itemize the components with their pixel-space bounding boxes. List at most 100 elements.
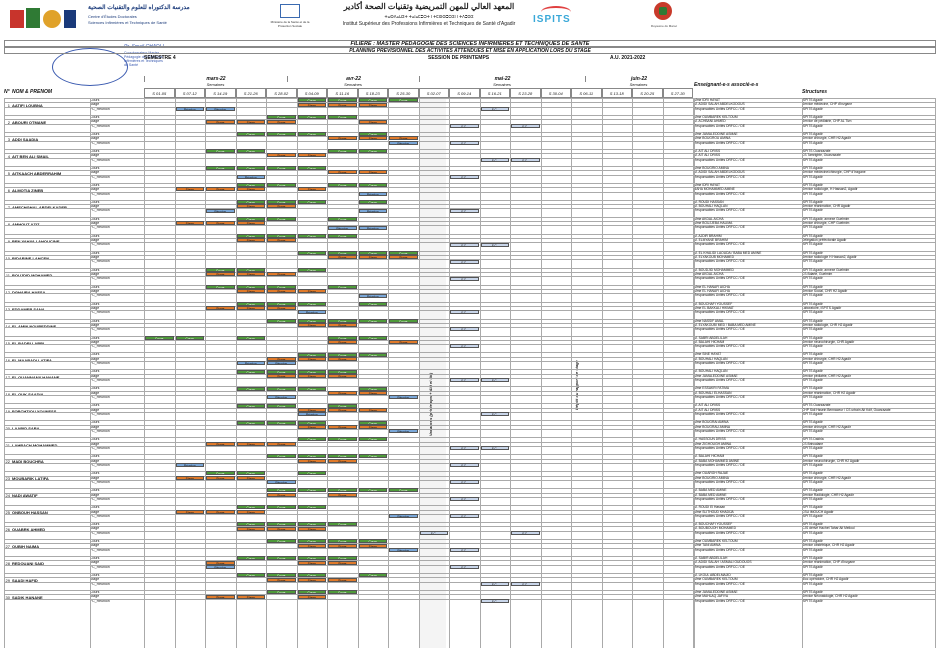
structure-name: Service obstétrique, CHR H2 Agadir [802, 543, 855, 548]
structure-name: ISPITS Agadir [802, 412, 823, 417]
student-number: 25 [5, 510, 10, 516]
schedule-cell-stage: Stage [206, 187, 235, 192]
associated-teacher: Responsables Unités DRFCC / DE [694, 106, 745, 111]
structure-name: ISPITS Agadir [802, 420, 823, 425]
row-kind-label: Cours [90, 335, 100, 340]
schedule-cell-stage: Stage [297, 594, 326, 599]
schedule-cell-fc: F.C. [450, 259, 479, 264]
schedule-cell-cours: Cours [297, 98, 326, 103]
schedule-cell-stage: Stage [206, 594, 235, 599]
structure-name: ISPITS Agadir [802, 318, 823, 323]
structure-name: Service réanimation, CHR H2 Agadir [802, 390, 856, 395]
student-number: 22 [5, 459, 10, 465]
student-name: REDOUANI SAID [12, 561, 45, 567]
structure-name: Délégation préfectorale Agadir [802, 238, 847, 243]
associated-teacher: Responsables Unités DRFCC / DE [694, 530, 745, 535]
schedule-cell-stage: Stage [358, 170, 387, 175]
associated-teacher: Mme BOUGRAI AMINA [694, 420, 729, 425]
schedule-cell-cours: Cours [267, 216, 296, 221]
row-divider [4, 526, 936, 528]
schedule-cell-stage: Stage [267, 119, 296, 124]
row-kind-label: FC_Réunion [90, 479, 110, 484]
doctoral-center-emblem-icon [10, 8, 76, 28]
schedule-cell-reunion: Réunion [236, 361, 265, 366]
student-row: 6 ALMOTIA ZINEB Cours Mme IDRI HAYAT ISPITS … [4, 182, 936, 200]
ispits-wordmark: ISPITS [533, 14, 571, 25]
associated-teacher: M. HASSOUN DRISS [694, 437, 726, 442]
schedule-cell-stage: Stage [206, 475, 235, 480]
week-divider [296, 98, 298, 648]
associated-teacher: Responsables Unités DRFCC / DE [694, 327, 745, 332]
row-kind-label: Stage [90, 560, 100, 565]
associated-teacher: M. ELMYANE BRAHIM [694, 238, 728, 243]
schedule-cell-stage: Stage [267, 441, 296, 446]
student-name: AITKAACH ABDERRAHIM [12, 171, 62, 177]
schedule-cell-cours: Cours [236, 149, 265, 154]
left-arabic-title: مدرسة الدكتوراه للعلوم والتقنيات الصحية [88, 5, 190, 11]
schedule-cell-cours: Cours [328, 539, 357, 544]
schedule-cell-cours: Cours [236, 403, 265, 408]
schedule-cell-cours: Cours [236, 132, 265, 137]
schedule-cell-cours: Cours [297, 318, 326, 323]
schedule-cell-stage: Stage [389, 340, 418, 345]
structure-name: ISPITS Agadir [802, 131, 823, 136]
associated-teacher: M. BOUBOUOH MOHAMED [694, 526, 736, 531]
row-kind-label: Cours [90, 437, 100, 442]
structure-name: ISPITS Agadir [802, 386, 823, 391]
schedule-cell-stage: Stage [236, 221, 265, 226]
schedule-cell-reunion: Réunion [389, 429, 418, 434]
semester-label: SEMESTRE 4 [144, 55, 176, 61]
student-number: 20 [5, 425, 10, 431]
structure-name: ISPITS Agadir [802, 539, 823, 544]
row-kind-label: FC_Réunion [90, 344, 110, 349]
student-number: 15 [5, 340, 10, 346]
associated-teacher: BAHA MOHAMMED AMINE [694, 187, 735, 192]
structure-name: Service neurochirurgie, CHR Agadir [802, 339, 855, 344]
row-divider [4, 352, 936, 354]
schedule-cell-stage: Stage [175, 509, 204, 514]
schedule-cell-cours: Cours [358, 488, 387, 493]
schedule-cell-reunion: Réunion [389, 395, 418, 400]
schedule-cell-stage: Stage [206, 221, 235, 226]
associated-teacher: M. BOUHALI HAQLAN [694, 204, 728, 209]
schedule-cell-cours: Cours [358, 573, 387, 578]
row-divider [4, 157, 936, 159]
structure-name: ISPITS Agadir [802, 505, 823, 510]
row-divider [4, 543, 936, 545]
schedule-cell-stage: Stage [328, 102, 357, 107]
row-divider [4, 322, 936, 324]
row-kind-label: Cours [90, 233, 100, 238]
row-divider [4, 255, 936, 257]
row-kind-label: Cours [90, 301, 100, 306]
schedule-cell-stage: Stage [206, 306, 235, 311]
associated-teacher: Responsables Unités DRFCC / DE [694, 564, 745, 569]
row-divider [4, 267, 936, 269]
structure-name: ISPITS Agadir [802, 471, 823, 476]
student-name: EL OUANNANY HANANE [12, 374, 60, 380]
row-divider [4, 522, 936, 524]
signature-line: de Santé [124, 63, 139, 67]
schedule-cell-cours: Cours [389, 98, 418, 103]
associated-teacher: Responsables Unités DRFCC / DE [694, 378, 745, 383]
associated-teacher: M. ADIDI SALAH ABDELKODOUS [694, 102, 745, 107]
schedule-cell-cours: Cours [358, 250, 387, 255]
structure-name: Service médecine, CHP d'Inzgane [802, 102, 853, 107]
schedule-cell-stage: Stage [297, 187, 326, 192]
row-kind-label: FC_Réunion [90, 513, 110, 518]
schedule-cell-stage: Stage [389, 255, 418, 260]
row-kind-label: Cours [90, 199, 100, 204]
row-kind-label: Stage [90, 424, 100, 429]
student-number: 28 [5, 561, 10, 567]
week-divider [235, 98, 237, 648]
week-divider [540, 98, 542, 648]
number-column-header: N° [4, 89, 10, 95]
schedule-cell-cours: Cours [328, 115, 357, 120]
column-divider [802, 98, 803, 648]
structure-name: ISPITS Agadir [802, 479, 823, 484]
student-row: 18 EL OUK SAADIA Cours Mme ESSAKRI FATIMA IS… [4, 386, 936, 403]
schedule-cell-cours: Cours [328, 335, 357, 340]
associated-teacher: Responsables Unités DRFCC / DE [694, 513, 745, 518]
week-divider [510, 98, 511, 648]
row-kind-label: Stage [90, 492, 100, 497]
schedule-cell-reunion: Réunion [358, 225, 387, 230]
